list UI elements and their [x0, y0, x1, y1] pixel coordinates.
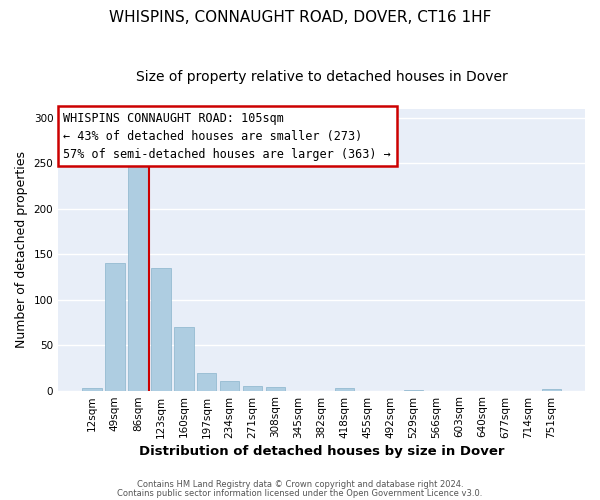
Bar — [128, 162, 148, 390]
Bar — [266, 387, 286, 390]
Bar — [151, 268, 170, 390]
X-axis label: Distribution of detached houses by size in Dover: Distribution of detached houses by size … — [139, 444, 505, 458]
Text: WHISPINS, CONNAUGHT ROAD, DOVER, CT16 1HF: WHISPINS, CONNAUGHT ROAD, DOVER, CT16 1H… — [109, 10, 491, 25]
Bar — [82, 388, 101, 390]
Bar — [197, 374, 217, 390]
Text: WHISPINS CONNAUGHT ROAD: 105sqm
← 43% of detached houses are smaller (273)
57% o: WHISPINS CONNAUGHT ROAD: 105sqm ← 43% of… — [64, 112, 391, 160]
Bar — [335, 388, 355, 390]
Bar — [542, 389, 561, 390]
Bar — [174, 327, 194, 390]
Y-axis label: Number of detached properties: Number of detached properties — [15, 151, 28, 348]
Bar — [220, 380, 239, 390]
Title: Size of property relative to detached houses in Dover: Size of property relative to detached ho… — [136, 70, 508, 84]
Bar — [243, 386, 262, 390]
Bar — [105, 264, 125, 390]
Text: Contains HM Land Registry data © Crown copyright and database right 2024.: Contains HM Land Registry data © Crown c… — [137, 480, 463, 489]
Text: Contains public sector information licensed under the Open Government Licence v3: Contains public sector information licen… — [118, 488, 482, 498]
